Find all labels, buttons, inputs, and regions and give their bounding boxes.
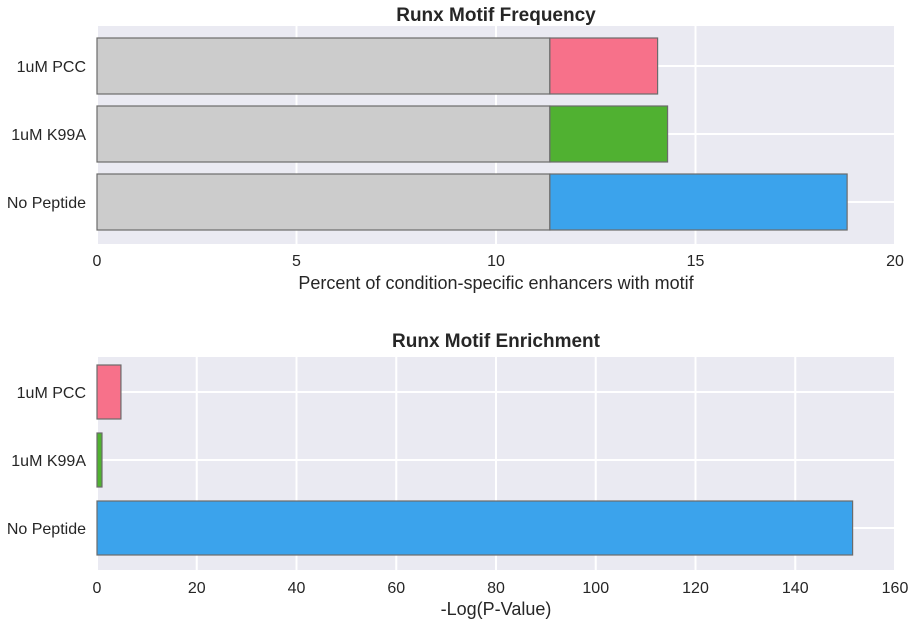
x-tick-label: 80 xyxy=(487,580,505,597)
chart-frequency: 1uM PCC 1uM K99A No Peptide 0 5 10 15 20 Runx … xyxy=(7,5,904,293)
y-tick-label: No Peptide xyxy=(7,195,86,212)
x-tick-label: 15 xyxy=(687,253,705,270)
bar-baseline-segment xyxy=(96,173,551,231)
bar xyxy=(96,364,122,420)
y-tick-label: 1uM K99A xyxy=(11,453,86,470)
x-tick-label: 100 xyxy=(582,580,609,597)
x-tick-label: 40 xyxy=(288,580,306,597)
x-tick-label: 10 xyxy=(487,253,505,270)
bars-frequency xyxy=(96,37,848,231)
y-ticks-frequency: 1uM PCC 1uM K99A No Peptide xyxy=(7,59,86,212)
x-ticks-enrichment: 0 20 40 60 80 100 120 140 160 xyxy=(93,580,909,597)
bar-baseline-segment xyxy=(96,105,551,163)
bar-specific-segment xyxy=(549,37,659,95)
bar-baseline-segment xyxy=(96,37,551,95)
x-tick-label: 0 xyxy=(93,253,102,270)
y-tick-label: 1uM PCC xyxy=(17,385,86,402)
x-tick-label: 140 xyxy=(782,580,809,597)
y-ticks-enrichment: 1uM PCC 1uM K99A No Peptide xyxy=(7,385,86,538)
chart-enrichment: 1uM PCC 1uM K99A No Peptide 0 20 40 60 80 100 12… xyxy=(7,331,909,619)
xlabel-enrichment: -Log(P-Value) xyxy=(441,599,552,619)
bar xyxy=(96,432,103,488)
x-tick-label: 20 xyxy=(886,253,904,270)
x-tick-label: 0 xyxy=(93,580,102,597)
bar xyxy=(96,500,854,556)
y-tick-label: No Peptide xyxy=(7,521,86,538)
bar-specific-segment xyxy=(549,173,848,231)
bar-specific-segment xyxy=(549,105,669,163)
bars-enrichment xyxy=(96,364,854,556)
x-tick-label: 160 xyxy=(882,580,909,597)
x-tick-label: 120 xyxy=(682,580,709,597)
title-frequency: Runx Motif Frequency xyxy=(396,5,596,26)
y-tick-label: 1uM K99A xyxy=(11,127,86,144)
x-tick-label: 5 xyxy=(292,253,301,270)
xlabel-frequency: Percent of condition-specific enhancers … xyxy=(298,273,694,293)
x-ticks-frequency: 0 5 10 15 20 xyxy=(93,253,904,270)
y-tick-label: 1uM PCC xyxy=(17,59,86,76)
x-tick-label: 60 xyxy=(387,580,405,597)
x-tick-label: 20 xyxy=(188,580,206,597)
title-enrichment: Runx Motif Enrichment xyxy=(392,331,601,352)
